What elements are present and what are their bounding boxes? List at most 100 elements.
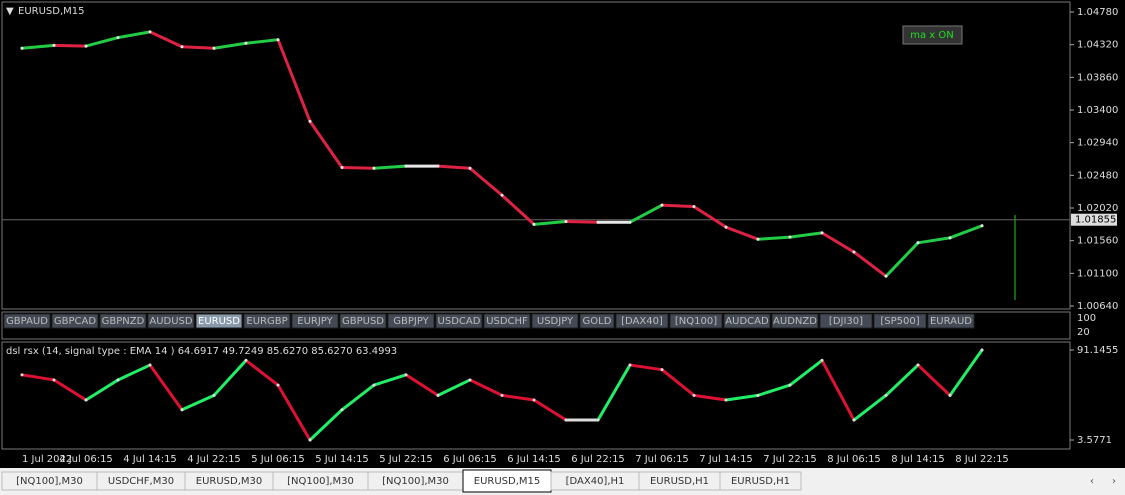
y-tick-label: 1.04780: [1077, 7, 1118, 18]
symbol-button[interactable]: AUDUSD: [149, 316, 193, 327]
symbol-button-bg[interactable]: [531, 313, 579, 329]
series-point: [596, 418, 600, 422]
series-point: [532, 222, 536, 226]
tab[interactable]: EURUSD,M15: [474, 476, 540, 487]
tab[interactable]: USDCHF,M30: [108, 476, 174, 487]
symbol-button[interactable]: GOLD: [583, 316, 612, 327]
series-segment: [916, 236, 952, 245]
symbol-button-bg[interactable]: [339, 313, 387, 329]
y-tick-label: 1.01100: [1077, 268, 1118, 279]
series-point: [276, 383, 280, 387]
series-point: [500, 193, 504, 197]
symbol-button-bg[interactable]: [291, 313, 339, 329]
symbol-button-bg[interactable]: [669, 313, 723, 329]
symbol-button[interactable]: GBPAUD: [6, 316, 48, 327]
ma-button[interactable]: ma x ON: [910, 30, 954, 41]
series-segment: [84, 378, 120, 402]
symbol-button[interactable]: AUDNZD: [773, 316, 817, 327]
symbol-button[interactable]: [DJI30]: [829, 316, 863, 327]
symbol-button[interactable]: GBPNZD: [102, 316, 145, 327]
series-point: [820, 231, 824, 235]
symbol-button[interactable]: GBPCAD: [54, 316, 96, 327]
tab[interactable]: EURUSD,H1: [731, 476, 790, 487]
series-segment: [724, 225, 760, 241]
symbol-button-bg[interactable]: [579, 313, 615, 329]
series-point: [628, 363, 632, 367]
tab[interactable]: [NQ100],M30: [287, 476, 354, 487]
series-segment: [564, 219, 600, 224]
series-point: [52, 378, 56, 382]
symbol-button[interactable]: EURGBP: [246, 316, 287, 327]
scroll-left[interactable]: ‹: [1090, 476, 1094, 487]
series-point: [20, 46, 24, 50]
series-segment: [404, 373, 440, 397]
symbol-button-bg[interactable]: [147, 313, 195, 329]
symbol-button-bg[interactable]: [99, 313, 147, 329]
symbol-button-bg[interactable]: [771, 313, 819, 329]
current-price-label: 1.01855: [1075, 215, 1116, 226]
series-segment: [500, 393, 536, 402]
x-tick-label: 6 Jul 14:15: [507, 454, 561, 465]
symbol-button-bg[interactable]: [387, 313, 435, 329]
symbol-button[interactable]: EURUSD: [198, 316, 240, 327]
series-point: [564, 418, 568, 422]
series-segment: [628, 203, 664, 224]
symbol-button[interactable]: USDCAD: [438, 316, 481, 327]
symbol-button-bg[interactable]: [873, 313, 927, 329]
series-segment: [436, 164, 472, 170]
symbol-button-bg[interactable]: [195, 313, 243, 329]
symbol-button-bg[interactable]: [819, 313, 873, 329]
series-point: [468, 166, 472, 170]
series-segment: [916, 363, 952, 397]
series-segment: [116, 30, 152, 40]
symbol-button[interactable]: USDCHF: [486, 316, 528, 327]
symbol-button[interactable]: [DAX40]: [621, 316, 663, 327]
tab[interactable]: [NQ100],M30: [382, 476, 449, 487]
chart-label: EURUSD,M15: [18, 6, 84, 17]
symbol-button[interactable]: AUDCAD: [725, 316, 769, 327]
tab[interactable]: EURUSD,M30: [196, 476, 262, 487]
symbol-button-bg[interactable]: [723, 313, 771, 329]
symbol-button[interactable]: [NQ100]: [675, 316, 717, 327]
y-tick-label: 1.03860: [1077, 72, 1118, 83]
series-segment: [372, 164, 408, 170]
symbol-button[interactable]: [SP500]: [880, 316, 919, 327]
series-segment: [660, 368, 696, 397]
symbol-button-bg[interactable]: [483, 313, 531, 329]
series-point: [372, 166, 376, 170]
series-point: [852, 250, 856, 254]
series-point: [148, 363, 152, 367]
y-tick-label: 1.04320: [1077, 40, 1118, 51]
series-segment: [84, 36, 120, 48]
series-point: [756, 237, 760, 241]
series-segment: [532, 219, 568, 226]
series-point: [340, 408, 344, 412]
indicator-title: dsl rsx (14, signal type : EMA 14 ) 64.6…: [6, 346, 397, 357]
ma-button-bg[interactable]: [902, 25, 963, 45]
symbol-button[interactable]: GBPJPY: [393, 316, 429, 327]
symbol-button-bg[interactable]: [51, 313, 99, 329]
symbol-button-bg[interactable]: [927, 313, 975, 329]
series-segment: [180, 393, 216, 412]
series-point: [884, 274, 888, 278]
series-segment: [20, 373, 56, 382]
symbol-button-bg[interactable]: [435, 313, 483, 329]
tab-bg[interactable]: [719, 471, 802, 491]
tab[interactable]: [DAX40],H1: [566, 476, 625, 487]
symbol-button[interactable]: EURAUD: [930, 316, 972, 327]
symbol-button[interactable]: EURJPY: [297, 316, 333, 327]
symbol-button-bg[interactable]: [243, 313, 291, 329]
series-segment: [20, 43, 56, 50]
series-point: [628, 220, 632, 224]
symbol-button-bg[interactable]: [3, 313, 51, 329]
tab[interactable]: [NQ100],M30: [16, 476, 83, 487]
series-segment: [820, 231, 856, 254]
series-point: [980, 224, 984, 228]
scroll-right[interactable]: ›: [1112, 476, 1116, 487]
symbol-button[interactable]: USDJPY: [537, 316, 574, 327]
tab[interactable]: EURUSD,H1: [650, 476, 709, 487]
symbol-button-bg[interactable]: [615, 313, 669, 329]
x-tick-label: 4 Jul 06:15: [59, 454, 113, 465]
symbol-button[interactable]: GBPUSD: [342, 316, 384, 327]
series-point: [468, 378, 472, 382]
